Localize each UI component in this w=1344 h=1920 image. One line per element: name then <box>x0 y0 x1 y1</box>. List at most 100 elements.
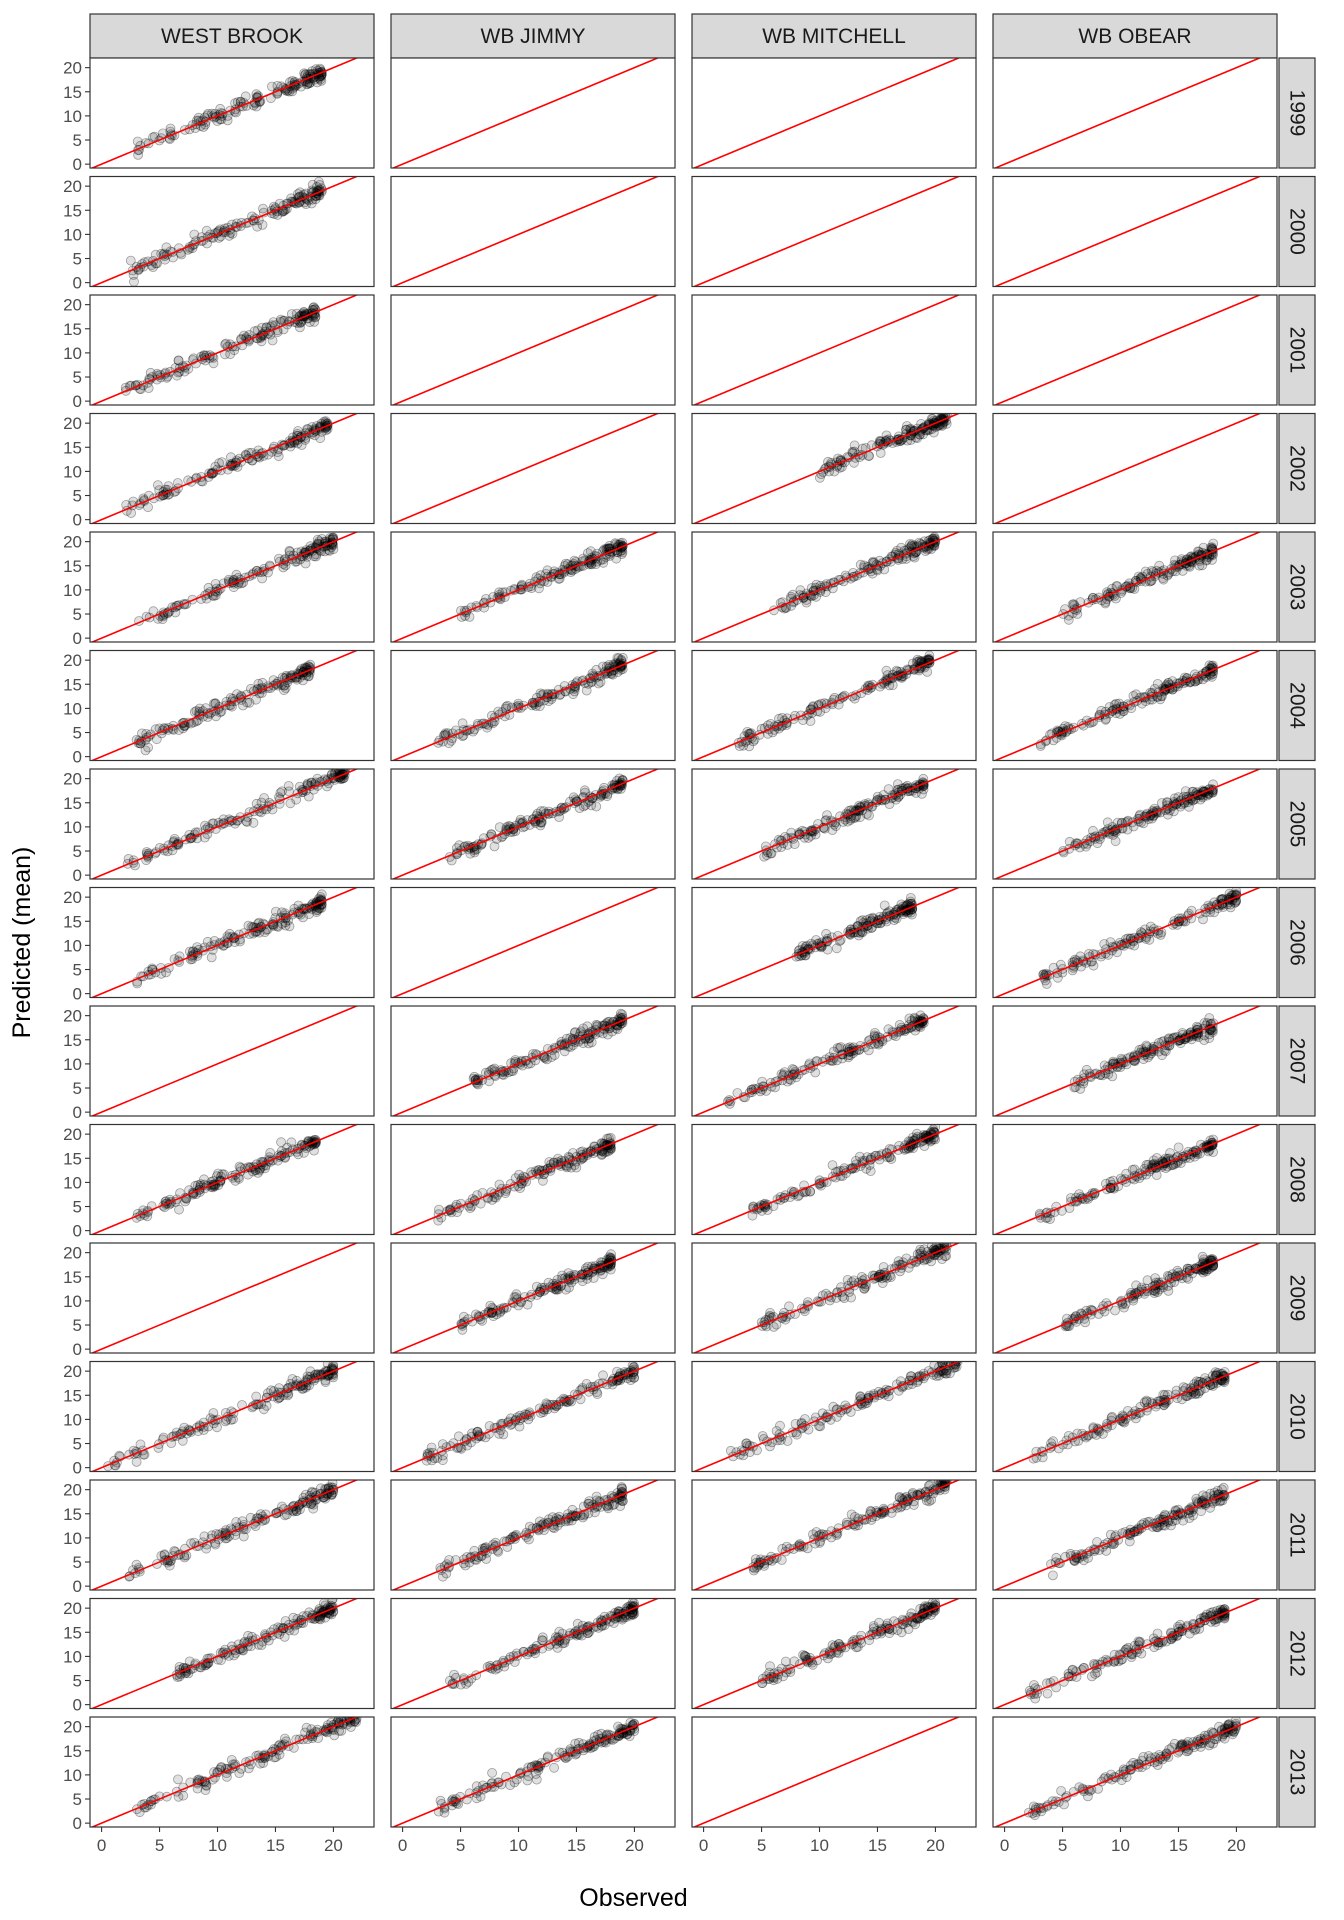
scatter-point <box>1100 598 1111 609</box>
scatter-point <box>738 740 749 751</box>
panel-west-brook-2001 <box>89 294 375 406</box>
panel-wb-jimmy-2005 <box>390 768 676 880</box>
scatter-point <box>132 136 143 147</box>
row-strip-2005: 2005 <box>1278 768 1316 880</box>
scatter-point <box>937 420 948 431</box>
scatter-point <box>535 570 546 581</box>
scatter-point <box>311 64 321 75</box>
row-label: 2001 <box>1286 327 1309 374</box>
scatter-point <box>902 421 912 431</box>
identity-line <box>90 176 359 287</box>
panel-wb-jimmy-1999 <box>390 57 676 169</box>
scatter-point <box>598 661 608 672</box>
row-strip-2012: 2012 <box>1278 1597 1316 1710</box>
scatter-point <box>232 689 242 699</box>
scatter-point <box>612 653 623 663</box>
scatter-point <box>266 81 277 92</box>
scatter-point <box>217 457 227 468</box>
panel-wb-jimmy-2002 <box>390 412 676 525</box>
scatter-point <box>193 112 204 123</box>
scatter-point <box>904 1013 915 1024</box>
scatter-point <box>291 794 302 805</box>
scatter-point <box>907 539 918 550</box>
scatter-point <box>502 700 513 711</box>
scatter-points <box>121 416 333 518</box>
scatter-point <box>274 1383 285 1393</box>
identity-line <box>90 58 359 168</box>
scatter-point <box>1167 676 1178 686</box>
scatter-point <box>328 544 339 555</box>
scatter-point <box>251 101 262 112</box>
panel-wb-mitchell-1999 <box>691 57 977 169</box>
scatter-point <box>286 193 297 204</box>
scatter-point <box>585 546 596 557</box>
scatter-point <box>789 839 800 849</box>
panel-wb-jimmy-2003 <box>390 531 676 643</box>
scatter-point <box>617 652 628 663</box>
panel-wb-jimmy-2007 <box>390 1005 676 1117</box>
scatter-point <box>286 309 297 319</box>
row-label: 2004 <box>1286 682 1309 729</box>
scatter-point <box>811 579 822 590</box>
panel-west-brook-2000 <box>89 175 375 288</box>
panel-border <box>992 649 1278 762</box>
scatter-point <box>1177 566 1188 576</box>
panel-wb-obear-2005 <box>992 768 1278 880</box>
scatter-point <box>256 336 267 347</box>
scatter-point <box>314 179 325 190</box>
row-label: 2012 <box>1286 1630 1309 1677</box>
scatter-point <box>222 115 233 126</box>
row-strip-2001: 2001 <box>1278 294 1316 406</box>
scatter-point <box>591 664 602 675</box>
scatter-point <box>912 654 923 665</box>
scatter-point <box>241 816 252 827</box>
row-strip-2013: 2013 <box>1278 1716 1316 1828</box>
scatter-point <box>1207 555 1217 565</box>
scatter-point <box>593 678 604 689</box>
scatter-point <box>163 481 174 492</box>
scatter-point <box>174 1204 184 1215</box>
column-strip-wb-jimmy: WB JIMMY <box>390 13 676 59</box>
identity-line <box>993 176 1262 287</box>
scatter-point <box>914 655 925 666</box>
panel-border <box>691 412 977 525</box>
scatter-point <box>251 694 261 705</box>
scatter-point <box>137 728 147 739</box>
scatter-point <box>881 665 892 676</box>
scatter-point <box>221 338 231 349</box>
scatter-point <box>244 697 255 708</box>
scatter-point <box>240 91 251 102</box>
scatter-point <box>581 685 592 696</box>
scatter-point <box>875 448 886 458</box>
scatter-point <box>1170 555 1180 566</box>
column-label: WB OBEAR <box>1078 25 1191 48</box>
scatter-point <box>554 573 565 584</box>
panel-border <box>390 57 676 169</box>
scatter-point <box>1111 593 1121 604</box>
scatter-point <box>295 187 305 198</box>
scatter-point <box>863 1045 874 1056</box>
panel-wb-jimmy-2000 <box>390 175 676 288</box>
panel-wb-mitchell-2003 <box>691 531 977 643</box>
scatter-point <box>133 149 144 160</box>
scatter-point <box>553 573 564 584</box>
scatter-point <box>1207 1027 1218 1038</box>
scatter-point <box>210 698 221 709</box>
scatter-point <box>560 558 571 569</box>
scatter-point <box>310 194 321 205</box>
scatter-point <box>272 209 283 220</box>
scatter-point <box>777 713 788 723</box>
scatter-point <box>189 707 200 717</box>
panel-border <box>89 649 375 762</box>
row-label: 2009 <box>1286 1275 1309 1322</box>
scatter-point <box>1184 561 1195 572</box>
scatter-point <box>891 665 902 676</box>
scatter-point <box>143 383 154 394</box>
scatter-point <box>787 589 798 600</box>
panel-border <box>992 175 1278 288</box>
scatter-point <box>152 480 163 491</box>
scatter-points <box>120 302 321 396</box>
scatter-point <box>129 276 139 287</box>
identity-line <box>90 413 359 524</box>
